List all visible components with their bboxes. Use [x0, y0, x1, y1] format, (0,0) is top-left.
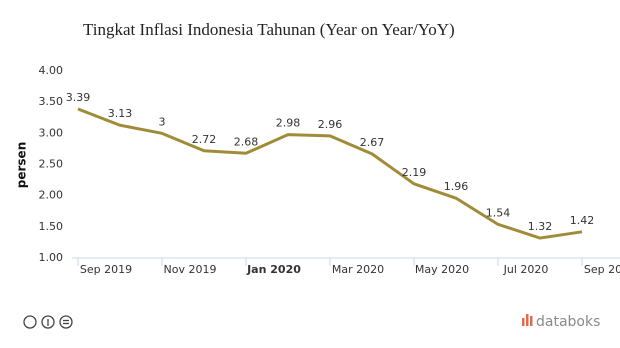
brand-icon: [522, 314, 533, 326]
y-axis-label: persen: [15, 142, 29, 188]
y-tick-label: 4.00: [39, 64, 64, 77]
data-label: 1.32: [528, 220, 553, 233]
x-tick-label: May 2020: [415, 263, 469, 276]
y-tick-label: 1.50: [39, 220, 64, 233]
chart-title: Tingkat Inflasi Indonesia Tahunan (Year …: [83, 20, 455, 39]
x-tick-label: Mar 2020: [332, 263, 384, 276]
data-label: 3.13: [108, 107, 133, 120]
data-label: 3.39: [66, 91, 91, 104]
x-tick-label: Jul 2020: [503, 263, 549, 276]
data-label: 2.96: [318, 118, 343, 131]
data-label: 1.42: [570, 214, 595, 227]
data-label: 1.96: [444, 180, 469, 193]
brand: databoks: [536, 314, 600, 330]
x-tick-label: Nov 2019: [164, 263, 217, 276]
license-icons: [23, 315, 73, 329]
y-tick-label: 1.00: [39, 251, 64, 264]
data-label: 2.67: [360, 136, 385, 149]
x-tick-label: Sep 2020: [584, 263, 620, 276]
y-tick-label: 2.50: [39, 158, 64, 171]
y-tick-label: 2.00: [39, 189, 64, 202]
data-label: 2.98: [276, 117, 301, 130]
line: [77, 107, 583, 240]
y-tick-label: 3.00: [39, 126, 64, 139]
y-tick-label: 3.50: [39, 95, 64, 108]
x-tick-label: Sep 2019: [80, 263, 132, 276]
data-label: 2.72: [192, 133, 217, 146]
data-label: 1.54: [486, 206, 511, 219]
data-label: 2.19: [402, 166, 427, 179]
data-label: 2.68: [234, 135, 259, 148]
data-label: 3: [159, 115, 166, 128]
x-tick-label: Jan 2020: [246, 263, 301, 276]
